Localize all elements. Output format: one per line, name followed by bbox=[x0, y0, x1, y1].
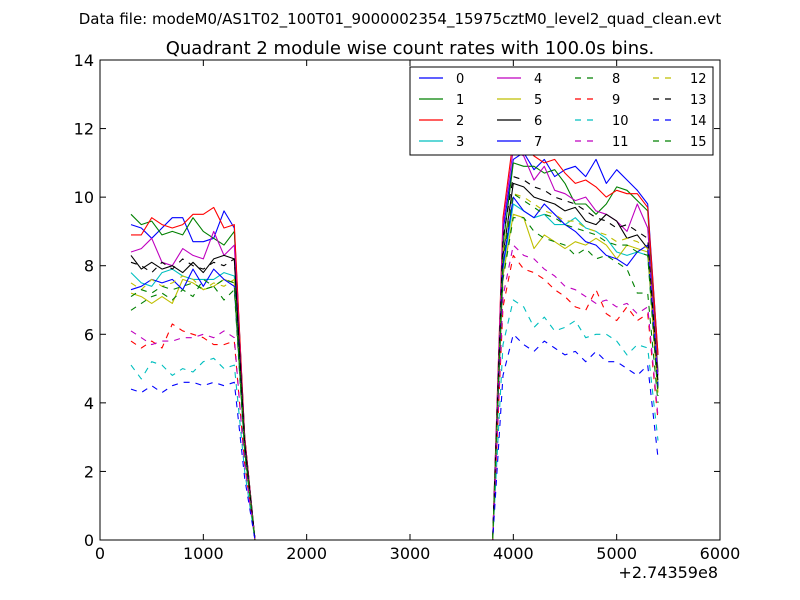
x-tick-label: 4000 bbox=[493, 544, 534, 563]
legend-label: 1 bbox=[456, 93, 464, 108]
legend-label: 7 bbox=[534, 135, 542, 150]
y-tick-label: 6 bbox=[84, 325, 94, 344]
y-tick-label: 2 bbox=[84, 462, 94, 481]
series-line-13 bbox=[130, 176, 659, 541]
data-file-label: Data file: modeM0/AS1T02_100T01_90000023… bbox=[79, 10, 722, 29]
plot-area bbox=[130, 138, 659, 541]
legend-label: 6 bbox=[534, 114, 542, 129]
y-tick-label: 10 bbox=[74, 188, 94, 207]
legend-label: 5 bbox=[534, 93, 542, 108]
x-tick-label: 1000 bbox=[183, 544, 224, 563]
series-line-9 bbox=[130, 254, 659, 541]
series-line-6 bbox=[130, 182, 659, 541]
legend-label: 11 bbox=[612, 135, 629, 150]
y-tick-label: 4 bbox=[84, 394, 94, 413]
x-offset-label: +2.74359e8 bbox=[618, 563, 718, 582]
y-tick-label: 0 bbox=[84, 531, 94, 550]
x-tick-label: 3000 bbox=[390, 544, 431, 563]
x-tick-label: 6000 bbox=[700, 544, 741, 563]
legend-label: 4 bbox=[534, 72, 542, 87]
y-tick-label: 12 bbox=[74, 120, 94, 139]
legend-label: 10 bbox=[612, 114, 629, 129]
x-tick-label: 5000 bbox=[596, 544, 637, 563]
series-line-3 bbox=[130, 203, 659, 541]
series-line-8 bbox=[130, 217, 659, 541]
legend-label: 8 bbox=[612, 72, 620, 87]
legend-label: 14 bbox=[690, 114, 707, 129]
series-line-1 bbox=[130, 162, 659, 541]
series-line-0 bbox=[130, 152, 659, 541]
series-line-4 bbox=[130, 148, 659, 541]
legend-label: 12 bbox=[690, 72, 707, 87]
legend-label: 13 bbox=[690, 93, 707, 108]
series-line-12 bbox=[130, 193, 659, 541]
series-line-11 bbox=[130, 244, 659, 541]
series-line-7 bbox=[130, 196, 659, 541]
series-line-10 bbox=[130, 299, 659, 541]
legend-box bbox=[409, 66, 714, 156]
y-tick-label: 8 bbox=[84, 257, 94, 276]
series-line-14 bbox=[130, 333, 659, 541]
y-tick-label: 14 bbox=[74, 51, 94, 70]
series-line-15 bbox=[130, 193, 659, 541]
legend-label: 9 bbox=[612, 93, 620, 108]
x-tick-label: 2000 bbox=[286, 544, 327, 563]
legend-label: 15 bbox=[690, 135, 707, 150]
x-tick-label: 0 bbox=[95, 544, 105, 563]
legend-label: 2 bbox=[456, 114, 464, 129]
legend-label: 0 bbox=[456, 72, 464, 87]
chart-title: Quadrant 2 module wise count rates with … bbox=[166, 38, 655, 59]
legend-label: 3 bbox=[456, 135, 464, 150]
